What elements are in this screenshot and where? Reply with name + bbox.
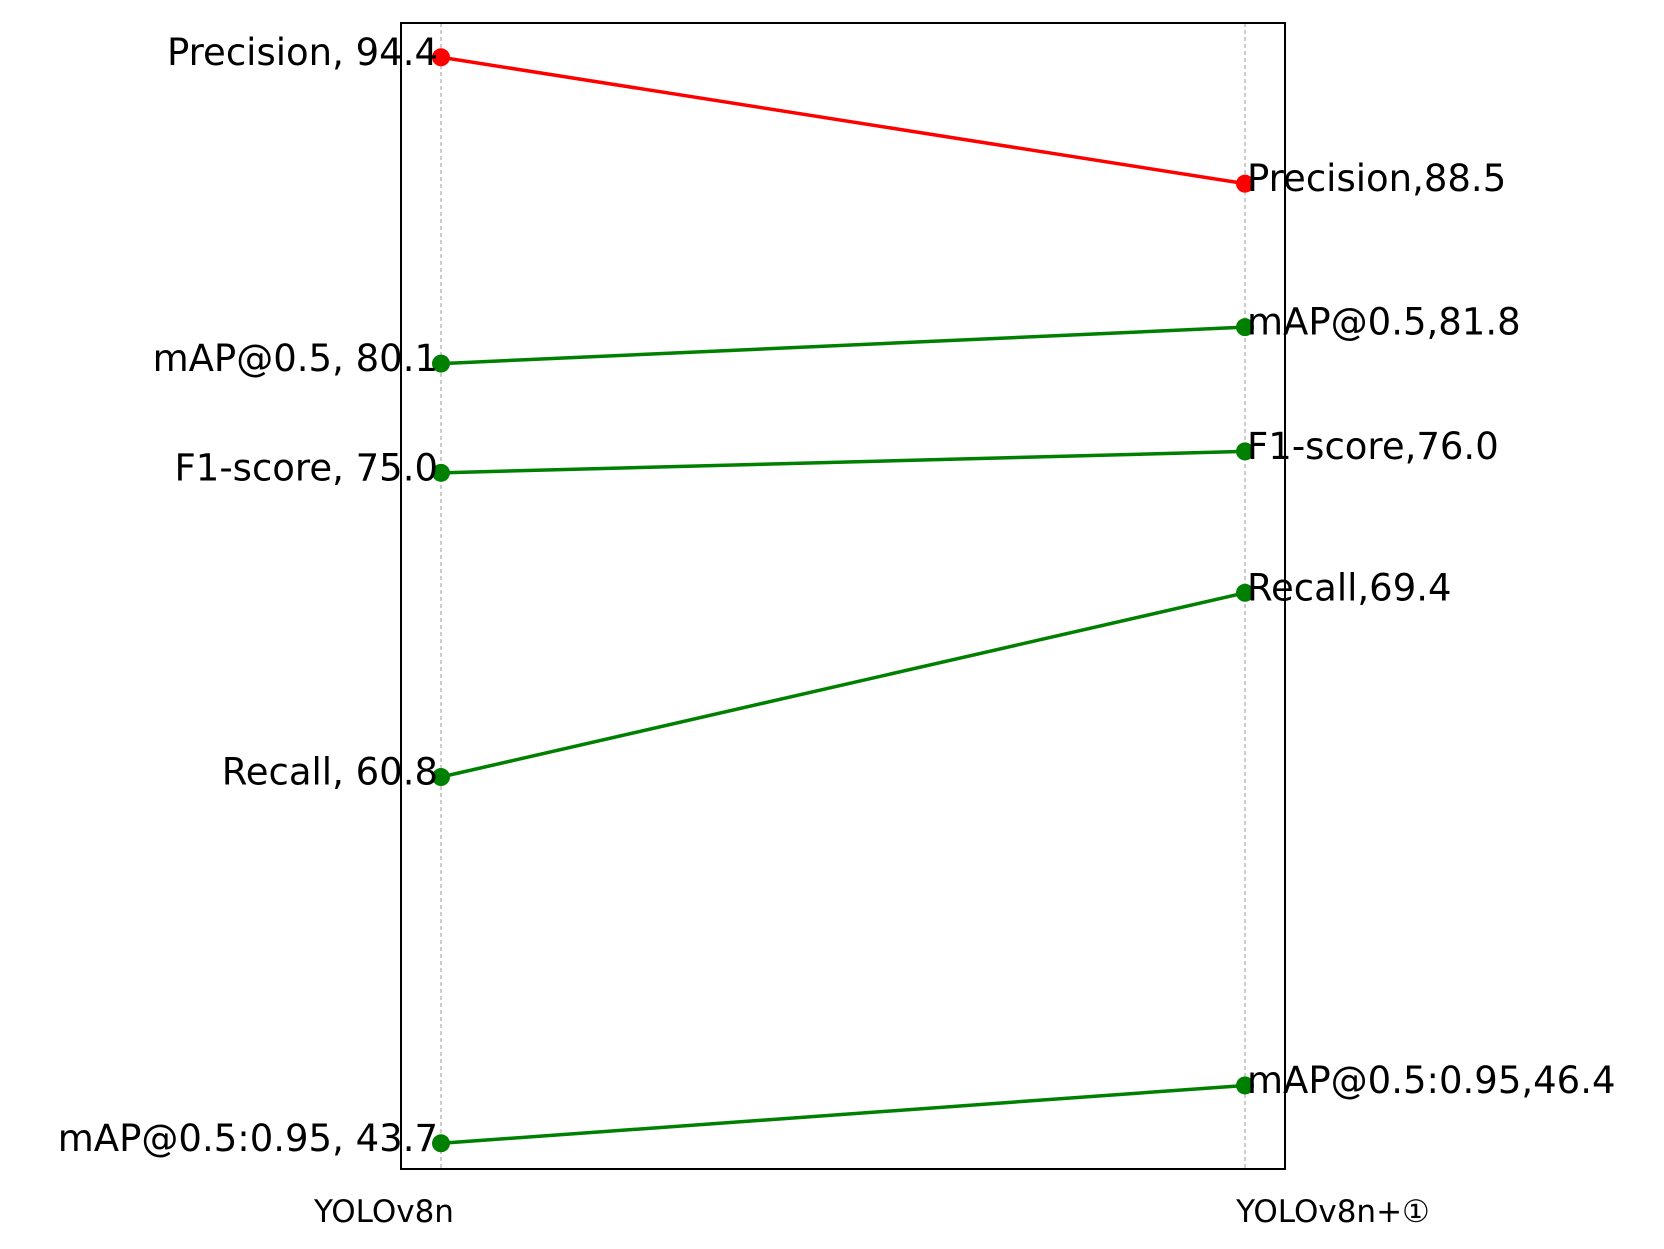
- data-point-map-0-5-0-95-0: [432, 1134, 450, 1153]
- point-label-recall-left: Recall, 60.8: [222, 751, 438, 794]
- data-point-precision-0: [432, 48, 450, 67]
- data-point-f1-score-1: [1236, 442, 1254, 461]
- data-point-map-0-5-0-95-1: [1236, 1076, 1254, 1095]
- x-tick-labels: YOLOv8n YOLOv8n+①: [313, 1194, 1430, 1230]
- data-point-recall-1: [1236, 583, 1254, 602]
- point-label-precision-right: Precision,88.5: [1247, 157, 1506, 200]
- x-tick-label-0: YOLOv8n: [313, 1194, 454, 1230]
- data-point-recall-0: [432, 768, 450, 787]
- point-label-map-0-5-0-95-left: mAP@0.5:0.95, 43.7: [58, 1117, 438, 1160]
- point-label-precision-left: Precision, 94.4: [167, 31, 438, 74]
- x-tick-label-1: YOLOv8n+①: [1235, 1194, 1430, 1230]
- plot-frame: [400, 22, 1286, 1170]
- point-label-f1-score-right: F1-score,76.0: [1247, 425, 1499, 468]
- point-labels: Precision, 94.4 Precision,88.5 mAP@0.5, 80…: [58, 31, 1616, 1160]
- data-point-map-0-5-0: [432, 354, 450, 373]
- series-line-precision: [440, 55, 1246, 186]
- series-line-f1-score: [440, 449, 1246, 475]
- point-label-f1-score-left: F1-score, 75.0: [175, 446, 439, 489]
- series-line-map-0-5: [440, 325, 1246, 366]
- category-guide-lines: [440, 23, 1246, 1169]
- data-point-precision-1: [1236, 174, 1254, 193]
- point-label-map-0-5-right: mAP@0.5,81.8: [1247, 301, 1521, 344]
- series-line-map-0-5-0-95: [440, 1083, 1246, 1146]
- series-line-recall: [440, 591, 1246, 779]
- series-points: [432, 48, 1254, 1153]
- data-point-f1-score-0: [432, 463, 450, 482]
- data-point-map-0-5-1: [1236, 318, 1254, 337]
- series-lines: [440, 55, 1246, 1146]
- point-label-map-0-5-left: mAP@0.5, 80.1: [153, 337, 438, 380]
- point-label-map-0-5-0-95-right: mAP@0.5:0.95,46.4: [1247, 1059, 1616, 1102]
- point-label-recall-right: Recall,69.4: [1247, 566, 1452, 609]
